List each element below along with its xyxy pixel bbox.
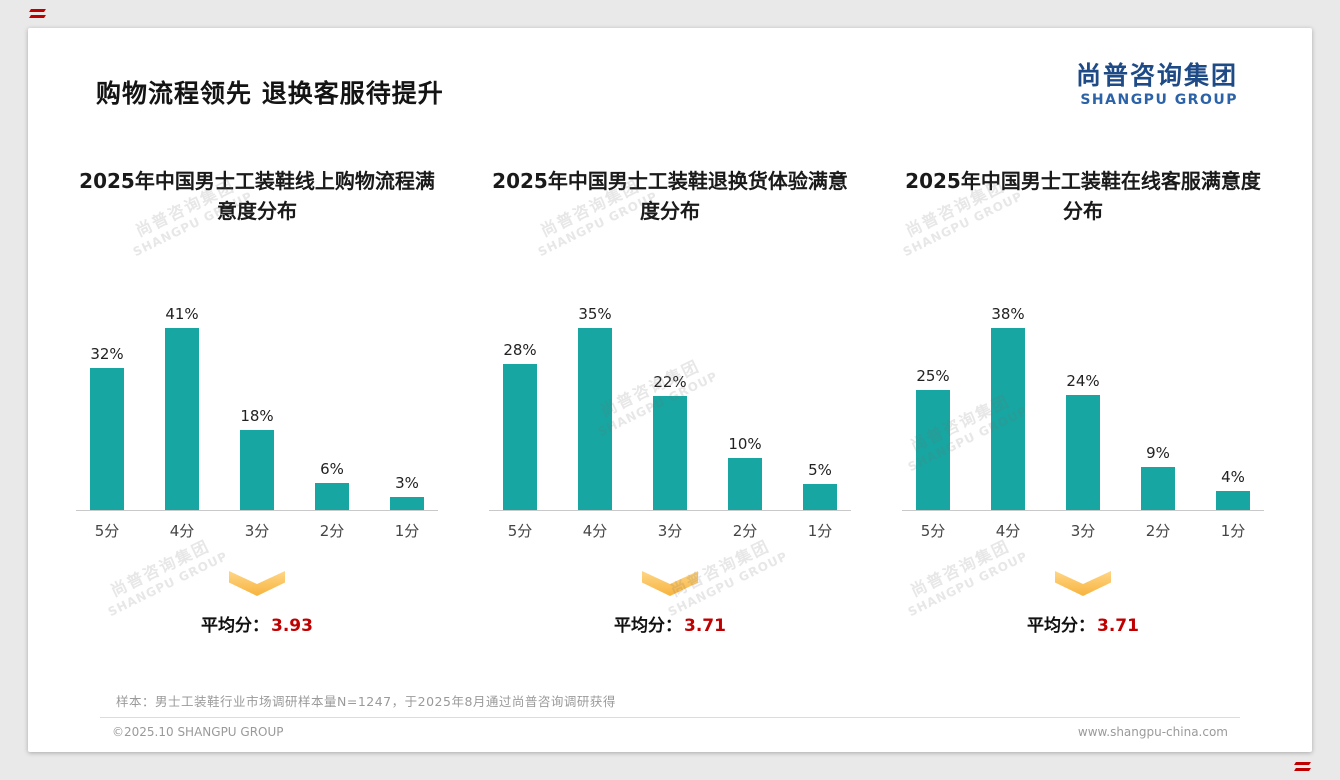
bar — [315, 483, 349, 510]
bar — [653, 396, 687, 510]
bar — [1141, 467, 1175, 510]
bar-value-label: 41% — [165, 305, 199, 323]
category-label: 3分 — [657, 522, 683, 540]
category-label: 2分 — [319, 522, 345, 540]
category-label: 2分 — [732, 522, 758, 540]
category-label: 1分 — [807, 522, 833, 540]
category-label: 5分 — [507, 522, 533, 540]
category-label: 5分 — [94, 522, 120, 540]
footer-divider — [100, 717, 1240, 718]
bar-value-label: 5% — [808, 461, 832, 479]
chart-plot: 25% 38% 24% 9% 4% — [884, 242, 1282, 510]
category-label: 5分 — [920, 522, 946, 540]
bar — [916, 390, 950, 510]
bar-value-label: 22% — [653, 373, 687, 391]
bar-group: 24% — [1052, 372, 1114, 510]
average-score-row: 平均分： 3.93 — [201, 611, 313, 636]
bar-group: 32% — [76, 345, 138, 510]
bar — [1066, 395, 1100, 510]
corner-decoration-bottom-right — [1294, 759, 1311, 774]
chart-x-axis: 5分 4分 3分 2分 1分 — [489, 510, 851, 541]
category-label: 4分 — [995, 522, 1021, 540]
sample-note: 样本：男士工装鞋行业市场调研样本量N=1247，于2025年8月通过尚普咨询调研… — [116, 694, 616, 709]
bar — [503, 364, 537, 510]
bar-value-label: 4% — [1221, 468, 1245, 486]
bar-group: 18% — [226, 407, 288, 510]
page-title: 购物流程领先 退换客服待提升 — [96, 79, 444, 108]
bar-value-label: 38% — [991, 305, 1025, 323]
bar-group: 28% — [489, 341, 551, 510]
average-score-row: 平均分： 3.71 — [614, 611, 726, 636]
bar-group: 6% — [301, 460, 363, 510]
average-value: 3.93 — [271, 616, 313, 636]
down-arrow-icon — [1055, 571, 1111, 596]
category-label: 3分 — [1070, 522, 1096, 540]
bar — [390, 497, 424, 510]
category-label: 4分 — [169, 522, 195, 540]
bar-group: 4% — [1202, 468, 1264, 510]
down-arrow-icon — [229, 571, 285, 596]
bar-group: 5% — [789, 461, 851, 510]
chart-title: 2025年中国男士工装鞋线上购物流程满意度分布 — [79, 169, 435, 223]
bar — [728, 458, 762, 510]
bar-value-label: 28% — [503, 341, 537, 359]
chart-shopping-process: 2025年中国男士工装鞋线上购物流程满意度分布 32% 41% 18% 6% 3% 5分… — [58, 166, 456, 636]
copyright-text: ©2025.10 SHANGPU GROUP — [112, 725, 284, 739]
bar — [90, 368, 124, 510]
slide-card: 尚普咨询集团 SHANGPU GROUP 尚普咨询集团 SHANGPU GROUP … — [28, 28, 1312, 752]
category-label: 2分 — [1145, 522, 1171, 540]
chart-x-axis: 5分 4分 3分 2分 1分 — [76, 510, 438, 541]
bar-value-label: 3% — [395, 474, 419, 492]
category-label: 1分 — [394, 522, 420, 540]
corner-decoration-top-left — [29, 6, 46, 21]
category-label: 4分 — [582, 522, 608, 540]
company-logo: 尚普咨询集团 SHANGPU GROUP — [1076, 62, 1238, 108]
bar-group: 35% — [564, 305, 626, 510]
bar-group: 25% — [902, 367, 964, 510]
average-value: 3.71 — [684, 616, 726, 636]
chart-x-axis: 5分 4分 3分 2分 1分 — [902, 510, 1264, 541]
bar-value-label: 25% — [916, 367, 950, 385]
bar-group: 41% — [151, 305, 213, 510]
bar-value-label: 10% — [728, 435, 762, 453]
chart-title: 2025年中国男士工装鞋退换货体验满意度分布 — [492, 169, 848, 223]
bar-group: 38% — [977, 305, 1039, 510]
bar-value-label: 32% — [90, 345, 124, 363]
average-score-row: 平均分： 3.71 — [1027, 611, 1139, 636]
average-label: 平均分： — [1027, 616, 1096, 636]
category-label: 1分 — [1220, 522, 1246, 540]
chart-title: 2025年中国男士工装鞋在线客服满意度分布 — [905, 169, 1261, 223]
bar-value-label: 6% — [320, 460, 344, 478]
bar — [165, 328, 199, 510]
chart-online-service: 2025年中国男士工装鞋在线客服满意度分布 25% 38% 24% 9% 4% 5分 4分… — [884, 166, 1282, 636]
bar — [1216, 491, 1250, 510]
category-label: 3分 — [244, 522, 270, 540]
bar-value-label: 24% — [1066, 372, 1100, 390]
charts-row: 2025年中国男士工装鞋线上购物流程满意度分布 32% 41% 18% 6% 3% 5分… — [58, 166, 1282, 636]
logo-english-text: SHANGPU GROUP — [1080, 91, 1238, 108]
bar-group: 22% — [639, 373, 701, 510]
bar-value-label: 18% — [240, 407, 274, 425]
bar-value-label: 35% — [578, 305, 612, 323]
bar-group: 9% — [1127, 444, 1189, 510]
bar-group: 3% — [376, 474, 438, 510]
website-url: www.shangpu-china.com — [1077, 725, 1228, 739]
bar-group: 10% — [714, 435, 776, 510]
bar — [803, 484, 837, 510]
average-label: 平均分： — [201, 616, 270, 636]
bar — [578, 328, 612, 510]
chart-plot: 32% 41% 18% 6% 3% — [58, 242, 456, 510]
average-value: 3.71 — [1097, 616, 1139, 636]
chart-return-experience: 2025年中国男士工装鞋退换货体验满意度分布 28% 35% 22% 10% 5% 5分… — [471, 166, 869, 636]
average-label: 平均分： — [614, 616, 683, 636]
chart-plot: 28% 35% 22% 10% 5% — [471, 242, 869, 510]
down-arrow-icon — [642, 571, 698, 596]
logo-chinese-text: 尚普咨询集团 — [1075, 61, 1238, 90]
bar — [240, 430, 274, 510]
bar — [991, 328, 1025, 510]
bar-value-label: 9% — [1146, 444, 1170, 462]
